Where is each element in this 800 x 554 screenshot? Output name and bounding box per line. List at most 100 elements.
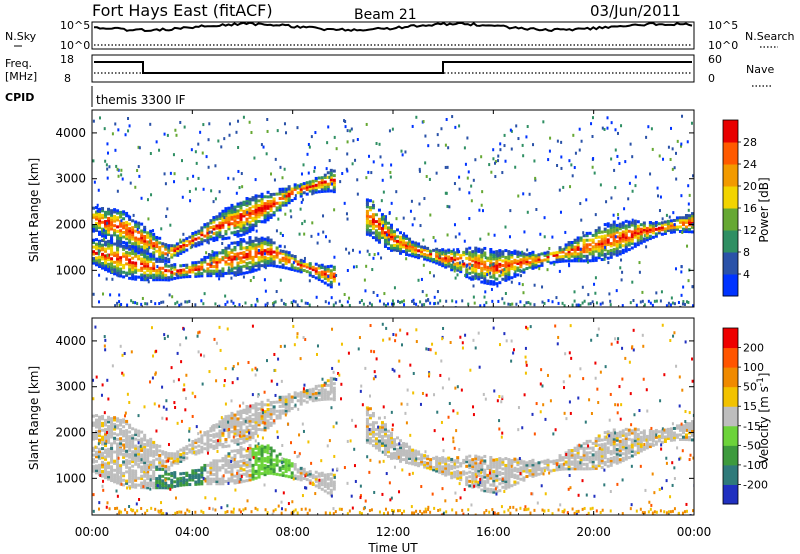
power-cell xyxy=(319,265,322,269)
power-cell xyxy=(248,206,252,210)
velocity-cell xyxy=(107,466,111,470)
power-cell xyxy=(296,269,300,273)
velocity-cell xyxy=(170,478,174,482)
power-cell xyxy=(245,241,249,245)
power-cell xyxy=(146,264,150,268)
velocity-cell xyxy=(110,444,114,448)
velocity-cell xyxy=(164,484,168,488)
velocity-cell xyxy=(107,434,111,438)
velocity-cell xyxy=(125,465,129,469)
power-cell xyxy=(422,263,425,267)
power-cell xyxy=(137,145,140,149)
velocity-cell xyxy=(263,445,267,449)
power-cell xyxy=(278,192,282,196)
velocity-cell xyxy=(227,463,231,467)
power-cell xyxy=(492,280,496,284)
power-cell xyxy=(140,266,144,270)
velocity-cell xyxy=(248,460,252,464)
power-cell xyxy=(257,263,261,267)
power-cell xyxy=(368,208,372,212)
power-cell xyxy=(239,265,243,269)
velocity-cell xyxy=(558,454,562,458)
velocity-cell xyxy=(522,467,526,471)
velocity-cell xyxy=(332,480,336,484)
power-cell xyxy=(209,258,213,262)
velocity-cell xyxy=(426,454,430,458)
velocity-cell xyxy=(504,457,508,461)
power-cell xyxy=(98,241,101,245)
power-cell xyxy=(399,235,403,239)
power-cell xyxy=(441,252,444,256)
velocity-cell xyxy=(152,459,156,463)
velocity-cell xyxy=(212,463,216,467)
velocity-cell xyxy=(152,440,156,444)
velocity-cell xyxy=(158,477,162,481)
power-cell xyxy=(365,216,369,220)
power-cell xyxy=(118,300,121,304)
velocity-cell xyxy=(206,463,210,467)
power-cell xyxy=(186,300,189,304)
power-cell xyxy=(251,269,254,273)
velocity-cell xyxy=(233,425,237,429)
power-cell xyxy=(200,233,204,237)
velocity-cell xyxy=(489,467,493,471)
power-cell xyxy=(537,260,541,264)
power-cell xyxy=(569,185,572,189)
velocity-cell xyxy=(483,486,487,490)
velocity-cell xyxy=(585,458,589,462)
date-label: 03/Jun/2011 xyxy=(590,2,681,20)
velocity-cell xyxy=(383,425,387,429)
power-cell xyxy=(658,154,661,158)
velocity-cell xyxy=(399,457,403,461)
power-cell xyxy=(278,201,282,205)
velocity-cell xyxy=(248,424,252,428)
velocity-cell xyxy=(224,470,228,474)
velocity-cell xyxy=(119,475,123,479)
velocity-cell xyxy=(218,443,222,447)
power-cell xyxy=(323,265,327,269)
velocity-cell xyxy=(242,468,246,472)
power-cell xyxy=(538,267,541,271)
power-cell xyxy=(617,216,620,220)
station-title: Fort Hays East (fitACF) xyxy=(92,1,273,20)
velocity-cell xyxy=(332,393,336,397)
power-cell xyxy=(290,254,294,258)
velocity-cell xyxy=(507,483,511,487)
velocity-cell xyxy=(212,468,216,472)
power-cell xyxy=(163,132,166,136)
power-cell xyxy=(606,233,610,237)
power-cell xyxy=(158,271,162,275)
velocity-cell xyxy=(456,460,460,464)
power-cell xyxy=(275,192,279,196)
velocity-cell xyxy=(414,454,418,458)
power-cell xyxy=(453,262,457,266)
velocity-cell xyxy=(480,479,484,483)
power-cell xyxy=(494,160,497,164)
power-cell xyxy=(444,191,447,195)
velocity-cell xyxy=(365,433,369,437)
power-cell xyxy=(233,271,237,275)
power-cell xyxy=(513,261,517,265)
velocity-cell xyxy=(531,472,535,476)
velocity-cell xyxy=(152,450,156,454)
power-cell xyxy=(116,259,120,263)
power-cell xyxy=(673,166,676,170)
velocity-cell xyxy=(161,486,165,490)
power-cell xyxy=(453,182,456,186)
velocity-cell xyxy=(492,472,496,476)
velocity-cell xyxy=(179,479,183,483)
power-cell xyxy=(113,242,117,246)
power-cell xyxy=(106,253,109,257)
velocity-cell xyxy=(113,416,117,420)
power-cell xyxy=(236,202,240,206)
power-cell xyxy=(251,209,255,213)
power-cell xyxy=(254,224,258,228)
velocity-cell xyxy=(134,471,138,475)
power-cell xyxy=(452,248,455,252)
power-cell xyxy=(594,258,598,262)
nsky-tick-top: 10^5 xyxy=(60,19,90,32)
velocity-cell xyxy=(432,466,436,470)
power-cell xyxy=(161,258,165,262)
power-cell xyxy=(298,184,301,188)
velocity-cell xyxy=(329,388,333,392)
